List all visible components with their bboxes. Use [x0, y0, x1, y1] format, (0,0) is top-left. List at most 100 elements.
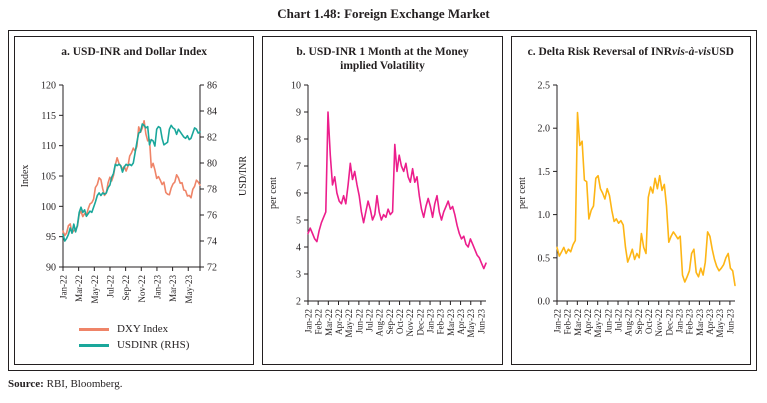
svg-text:Feb-23: Feb-23	[685, 309, 695, 335]
svg-text:84: 84	[207, 107, 217, 118]
legend-item-usdinr: USDINR (RHS)	[78, 339, 190, 351]
svg-text:9: 9	[296, 108, 301, 119]
svg-text:May-22: May-22	[90, 275, 100, 304]
svg-text:Jan-22: Jan-22	[552, 309, 562, 333]
source-text: RBI, Bloomberg.	[43, 378, 123, 390]
svg-text:Aug-22: Aug-22	[375, 309, 385, 337]
chart-usdinr-dollar-index: 90 95 100 105 110 115 120 Index 72 74 76 78 80 82 84 86…	[20, 81, 249, 304]
panel-a-title: a. USD-INR and Dollar Index	[61, 46, 208, 58]
svg-text:Jan-22: Jan-22	[59, 275, 69, 299]
svg-text:Mar-23: Mar-23	[446, 309, 456, 336]
svg-text:105: 105	[41, 172, 56, 183]
svg-text:Feb-23: Feb-23	[436, 309, 446, 335]
panel-c-title-prefix: c. Delta Risk Reversal of INR	[527, 46, 673, 58]
svg-text:Mar-23: Mar-23	[168, 275, 178, 302]
svg-text:86: 86	[207, 81, 217, 92]
svg-text:per cent: per cent	[268, 177, 279, 209]
svg-text:90: 90	[46, 263, 56, 274]
svg-text:May-23: May-23	[467, 309, 477, 338]
svg-text:0.5: 0.5	[537, 253, 550, 264]
svg-text:78: 78	[207, 185, 217, 196]
svg-text:8: 8	[296, 135, 301, 146]
source-label: Source:	[8, 378, 44, 390]
svg-text:Nov-22: Nov-22	[406, 309, 416, 337]
svg-text:Mar-23: Mar-23	[695, 309, 705, 336]
svg-text:Jan-23: Jan-23	[426, 309, 436, 333]
svg-text:Mar-22: Mar-22	[324, 309, 334, 336]
svg-text:Jun-23: Jun-23	[477, 309, 487, 334]
svg-text:Jun-23: Jun-23	[725, 309, 735, 334]
svg-text:Apr-22: Apr-22	[334, 309, 344, 335]
svg-text:2.5: 2.5	[537, 81, 550, 92]
svg-text:2: 2	[296, 297, 301, 308]
svg-text:Nov-22: Nov-22	[137, 275, 147, 303]
svg-text:Feb-22: Feb-22	[314, 309, 324, 335]
svg-text:May-22: May-22	[593, 309, 603, 338]
svg-text:6: 6	[296, 189, 301, 200]
svg-text:120: 120	[41, 81, 56, 92]
svg-text:2.0: 2.0	[537, 124, 550, 135]
svg-text:5: 5	[296, 216, 301, 227]
chart-outer-frame: a. USD-INR and Dollar Index 90 95 100 105 11…	[8, 30, 757, 371]
svg-text:Jan-23: Jan-23	[674, 309, 684, 333]
legend: DXY Index USDINR (RHS)	[78, 323, 190, 351]
svg-text:82: 82	[207, 133, 217, 144]
svg-text:Dec-22: Dec-22	[664, 309, 674, 336]
dxy-line-swatch	[78, 327, 109, 331]
svg-text:Oct-22: Oct-22	[396, 309, 406, 334]
svg-text:Feb-22: Feb-22	[562, 309, 572, 335]
svg-text:7: 7	[296, 162, 301, 173]
svg-text:Dec-22: Dec-22	[416, 309, 426, 336]
legend-item-dxy: DXY Index	[78, 323, 189, 335]
svg-text:76: 76	[207, 211, 217, 222]
svg-text:72: 72	[207, 263, 217, 274]
svg-text:May-23: May-23	[184, 275, 194, 304]
panel-delta-risk-reversal: c. Delta Risk Reversal of INR vis-à-vis …	[510, 36, 751, 365]
svg-text:Jul-22: Jul-22	[106, 275, 116, 298]
svg-text:3: 3	[296, 270, 301, 281]
svg-text:Mar-22: Mar-22	[74, 275, 84, 302]
panel-c-title: c. Delta Risk Reversal of INR vis-à-vis …	[514, 45, 748, 77]
svg-text:Jun-22: Jun-22	[355, 309, 365, 334]
panel-implied-volatility: b. USD-INR 1 Month at the Money implied …	[262, 36, 503, 365]
svg-text:Jun-22: Jun-22	[603, 309, 613, 334]
svg-text:Oct-22: Oct-22	[644, 309, 654, 334]
svg-text:4: 4	[296, 243, 301, 254]
panel-c-title-suffix: USD	[710, 46, 734, 58]
svg-text:Jul-22: Jul-22	[365, 309, 375, 332]
svg-text:Aug-22: Aug-22	[624, 309, 634, 337]
legend-label-usdinr: USDINR (RHS)	[116, 339, 190, 351]
svg-text:Mar-22: Mar-22	[573, 309, 583, 336]
source-note: Source: RBI, Bloomberg.	[8, 378, 123, 390]
svg-text:Apr-23: Apr-23	[705, 309, 715, 335]
svg-text:Sep-22: Sep-22	[385, 309, 395, 335]
svg-text:74: 74	[207, 237, 217, 248]
svg-text:1.5: 1.5	[537, 167, 550, 178]
svg-text:110: 110	[42, 141, 57, 152]
svg-text:115: 115	[42, 111, 57, 122]
figure-title: Chart 1.48: Foreign Exchange Market	[277, 6, 490, 21]
svg-text:Nov-22: Nov-22	[654, 309, 664, 337]
panel-usdinr-dollar-index: a. USD-INR and Dollar Index 90 95 100 105 11…	[14, 36, 255, 365]
svg-text:100: 100	[41, 202, 56, 213]
svg-text:Jan-22: Jan-22	[304, 309, 314, 333]
panel-b-title: b. USD-INR 1 Month at the Money implied …	[296, 46, 469, 73]
svg-text:Apr-22: Apr-22	[583, 309, 593, 335]
svg-text:May-23: May-23	[715, 309, 725, 338]
legend-label-dxy: DXY Index	[116, 323, 169, 335]
svg-text:80: 80	[207, 159, 217, 170]
svg-text:95: 95	[46, 232, 56, 243]
svg-text:Index: Index	[20, 165, 31, 188]
svg-text:Sep-22: Sep-22	[121, 275, 131, 301]
svg-text:Apr-23: Apr-23	[457, 309, 467, 335]
svg-text:Sep-22: Sep-22	[634, 309, 644, 335]
panel-c-title-italic: vis-à-vis	[672, 46, 711, 58]
svg-text:10: 10	[291, 81, 301, 92]
usdinr-line-swatch	[78, 343, 109, 347]
svg-text:per cent: per cent	[517, 177, 528, 209]
svg-text:Jan-23: Jan-23	[153, 275, 163, 299]
svg-text:1.0: 1.0	[537, 210, 550, 221]
svg-text:USD/INR: USD/INR	[238, 156, 249, 196]
